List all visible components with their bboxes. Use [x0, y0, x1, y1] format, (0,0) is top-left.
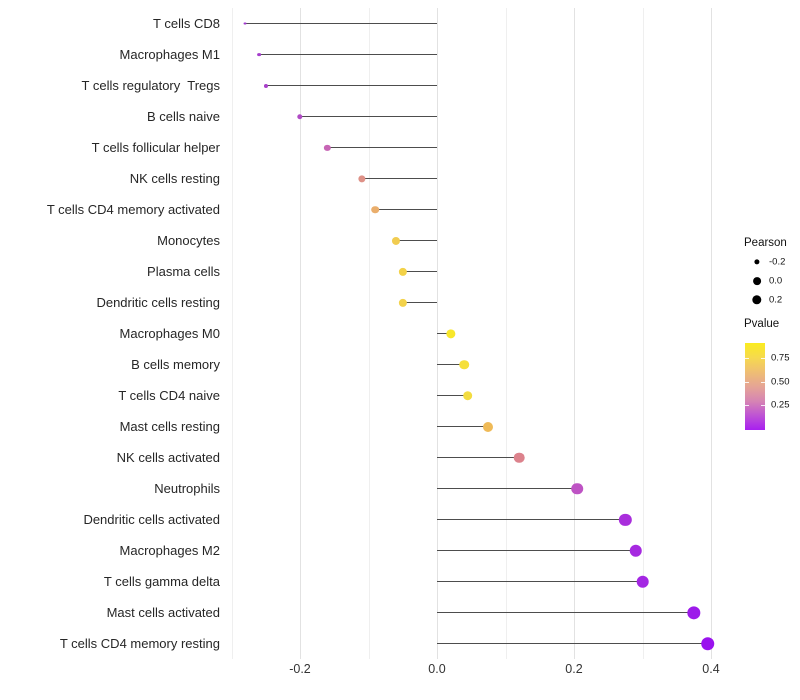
- lollipop-dot: [446, 328, 456, 339]
- lollipop-dot: [629, 544, 642, 557]
- pvalue-colorbar: [745, 343, 765, 430]
- lollipop-stem: [437, 487, 578, 490]
- lollipop-dot: [371, 205, 380, 214]
- lollipop-stem: [437, 363, 465, 366]
- lollipop-dot: [636, 575, 649, 588]
- lollipop-stem: [245, 22, 437, 25]
- category-label: T cells follicular helper: [91, 139, 220, 155]
- x-tick-label: 0.2: [565, 662, 583, 676]
- colorbar-tick: [761, 358, 765, 359]
- gridline-minor: [642, 8, 644, 659]
- lollipop-stem: [258, 53, 437, 56]
- gridline-minor: [368, 8, 370, 659]
- lollipop-dot: [263, 83, 268, 88]
- category-label: NK cells resting: [129, 170, 220, 186]
- lollipop-stem: [265, 84, 437, 87]
- legend-pvalue-title: Pvalue: [744, 318, 780, 330]
- lollipop-stem: [300, 115, 437, 118]
- lollipop-dot: [324, 144, 331, 151]
- colorbar-tick-label: 0.50: [771, 376, 790, 388]
- lollipop-dot: [513, 452, 525, 463]
- lollipop-stem: [402, 301, 437, 304]
- lollipop-dot: [257, 52, 261, 57]
- category-label: Neutrophils: [154, 480, 220, 496]
- lollipop-dot: [700, 636, 715, 651]
- lollipop-stem: [327, 146, 437, 149]
- colorbar-tick-label: 0.25: [771, 399, 790, 411]
- category-label: B cells naive: [147, 108, 220, 124]
- gridline-minor: [505, 8, 507, 659]
- gridline-major: [711, 8, 712, 659]
- lollipop-dot: [619, 513, 632, 526]
- category-label: T cells regulatory Tregs: [81, 77, 220, 93]
- x-tick-label: -0.2: [289, 662, 311, 676]
- lollipop-stem: [437, 642, 708, 645]
- category-label: T cells CD4 memory activated: [46, 201, 220, 217]
- colorbar-tick: [745, 405, 749, 406]
- lollipop-dot: [483, 421, 494, 432]
- category-label: Macrophages M1: [119, 46, 220, 62]
- lollipop-dot: [459, 359, 470, 370]
- category-label: Monocytes: [157, 232, 220, 248]
- lollipop-stem: [437, 332, 451, 335]
- category-label: T cells gamma delta: [103, 573, 220, 589]
- category-label: NK cells activated: [116, 449, 220, 465]
- lollipop-stem: [402, 270, 437, 273]
- category-label: Macrophages M0: [119, 325, 220, 341]
- lollipop-stem: [437, 394, 468, 397]
- lollipop-stem: [437, 425, 489, 428]
- lollipop-stem: [437, 549, 636, 552]
- lollipop-dot: [571, 482, 584, 495]
- category-label: T cells CD4 naive: [118, 387, 220, 403]
- lollipop-dot: [243, 22, 247, 25]
- colorbar-tick: [745, 382, 749, 383]
- colorbar-tick: [745, 358, 749, 359]
- legend-size-label: 0.0: [769, 275, 783, 287]
- legend-size-dot: [753, 277, 761, 285]
- lollipop-dot: [358, 174, 366, 183]
- colorbar-tick: [761, 382, 765, 383]
- x-tick-label: 0.0: [428, 662, 446, 676]
- lollipop-dot: [687, 605, 701, 620]
- lollipop-dot: [398, 298, 407, 307]
- lollipop-dot: [398, 267, 407, 276]
- legend-pearson-title: Pearson: [744, 237, 787, 249]
- lollipop-stem: [437, 611, 694, 614]
- gridline-major: [574, 8, 575, 659]
- lollipop-dot: [297, 113, 303, 120]
- category-label: Mast cells activated: [106, 604, 220, 620]
- gridline-minor: [231, 8, 233, 659]
- category-label: B cells memory: [131, 356, 220, 372]
- category-label: Dendritic cells activated: [83, 511, 220, 527]
- category-label: Mast cells resting: [119, 418, 220, 434]
- lollipop-dot: [463, 390, 473, 401]
- category-label: Dendritic cells resting: [96, 294, 220, 310]
- lollipop-stem: [375, 208, 437, 211]
- lollipop-stem: [361, 177, 437, 180]
- legend-size-label: 0.2: [769, 294, 783, 306]
- legend-size-dot: [752, 295, 762, 305]
- category-label: T cells CD8: [153, 15, 220, 31]
- category-label: Macrophages M2: [119, 542, 220, 558]
- legend-size-dot: [754, 259, 760, 265]
- colorbar-tick: [761, 405, 765, 406]
- lollipop-stem: [437, 456, 520, 459]
- category-label: Plasma cells: [147, 263, 220, 279]
- lollipop-dot: [391, 236, 400, 245]
- category-label: T cells CD4 memory resting: [59, 635, 220, 651]
- lollipop-stem: [437, 518, 626, 521]
- colorbar-tick-label: 0.75: [771, 352, 790, 364]
- gridline-major: [300, 8, 301, 659]
- legend-size-label: -0.2: [769, 256, 786, 268]
- x-tick-label: 0.4: [702, 662, 720, 676]
- lollipop-stem: [437, 580, 643, 583]
- lollipop-stem: [395, 239, 437, 242]
